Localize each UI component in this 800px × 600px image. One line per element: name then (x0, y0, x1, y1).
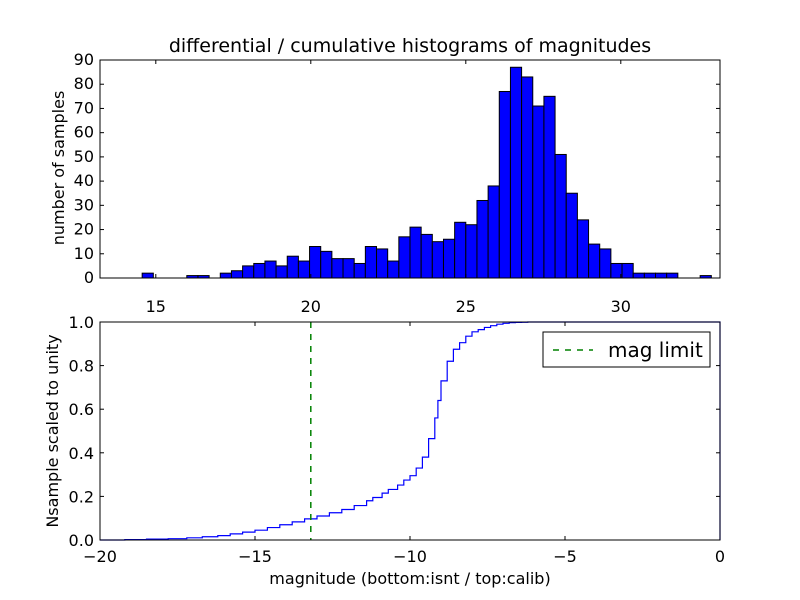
bottom-x-tick-label: −20 (83, 547, 117, 566)
bottom-y-tick-label: 0.0 (69, 531, 94, 550)
bottom-y-tick-label: 1.0 (69, 313, 94, 332)
top-x-tick-label: 15 (146, 297, 166, 316)
histogram-bar (487, 185, 500, 279)
histogram-bar (264, 260, 277, 279)
bottom-y-tick-label: 0.6 (69, 400, 94, 419)
top-x-tick-label: 20 (301, 297, 321, 316)
histogram-bar (621, 262, 634, 279)
histogram-bar (219, 272, 232, 279)
histogram-bar (632, 272, 645, 279)
top-y-tick-label: 50 (74, 147, 94, 166)
top-x-tick-label: 25 (456, 297, 476, 316)
histogram-bar (431, 241, 444, 279)
top-y-tick-label: 70 (74, 98, 94, 117)
cumulative-axes: 0.0 0.2 0.4 0.6 0.8 1.0 −20 −15 −10 −5 0 (69, 313, 726, 566)
bottom-x-tick-label: 0 (715, 547, 725, 566)
top-y-tick-label: 20 (74, 220, 94, 239)
histogram-bar (521, 76, 534, 279)
top-y-tick-label: 80 (74, 74, 94, 93)
bottom-y-tick-label: 0.8 (69, 357, 94, 376)
top-plot-frame (99, 59, 721, 279)
histogram-bar (353, 262, 366, 279)
legend-mag-limit-label: mag limit (608, 338, 703, 362)
histogram-bar (242, 265, 255, 279)
histogram-bar (655, 272, 668, 279)
histogram-bar (398, 236, 411, 279)
histogram-bar (599, 248, 612, 279)
histogram-bar (309, 246, 322, 279)
top-y-tick-label: 60 (74, 123, 94, 142)
histogram-bar (364, 246, 378, 279)
top-y-tick-label: 10 (74, 244, 94, 263)
histogram-bar (286, 255, 299, 279)
histogram-bar (442, 238, 456, 279)
cumulative-step-line (100, 321, 721, 541)
top-y-tick-label: 0 (84, 268, 94, 287)
histogram-bar (141, 272, 154, 279)
bottom-y-tick-label: 0.4 (69, 444, 94, 463)
histogram-bar (253, 262, 266, 279)
histogram-bar (543, 95, 556, 279)
histogram-bar (320, 250, 333, 279)
histogram-bar (576, 219, 590, 279)
histogram-bar (409, 226, 422, 279)
histogram-bar (454, 221, 467, 279)
top-y-tick-label: 90 (74, 50, 94, 69)
bottom-y-axis-label: Nsample scaled to unity (43, 334, 62, 527)
histogram-bar (275, 265, 288, 279)
histogram-bar (565, 192, 578, 279)
histogram-bar (666, 272, 679, 279)
histogram-bar (297, 260, 311, 279)
histogram-bar (554, 153, 567, 279)
histogram-bar (588, 243, 601, 279)
histogram-axes: 0 10 20 30 40 50 60 70 80 90 15 20 25 30 (74, 50, 721, 316)
histogram-bar (498, 90, 511, 279)
top-y-axis-label: number of samples (49, 91, 68, 246)
bottom-x-tick-label: −5 (553, 547, 577, 566)
histogram-bar (465, 224, 478, 279)
histogram-bar (643, 272, 657, 279)
bottom-x-tick-label: −10 (393, 547, 427, 566)
top-x-tick-label: 30 (611, 297, 631, 316)
top-y-tick-label: 30 (74, 195, 94, 214)
histogram-bar (376, 248, 389, 279)
histogram-bar (342, 258, 355, 279)
bottom-x-tick-label: −15 (238, 547, 272, 566)
bottom-y-tick-label: 0.2 (69, 487, 94, 506)
histogram-bar (387, 260, 400, 279)
chart-title: differential / cumulative histograms of … (169, 35, 651, 57)
legend: mag limit (542, 331, 711, 368)
histogram-bar (230, 270, 244, 279)
histogram-bar (420, 233, 433, 279)
histogram-bar (476, 199, 489, 279)
bottom-x-axis-label: magnitude (bottom:isnt / top:calib) (269, 569, 550, 588)
top-y-tick-label: 40 (74, 171, 94, 190)
histogram-bar (331, 258, 344, 279)
histogram-bar (509, 66, 523, 279)
histogram-bar (532, 105, 545, 279)
